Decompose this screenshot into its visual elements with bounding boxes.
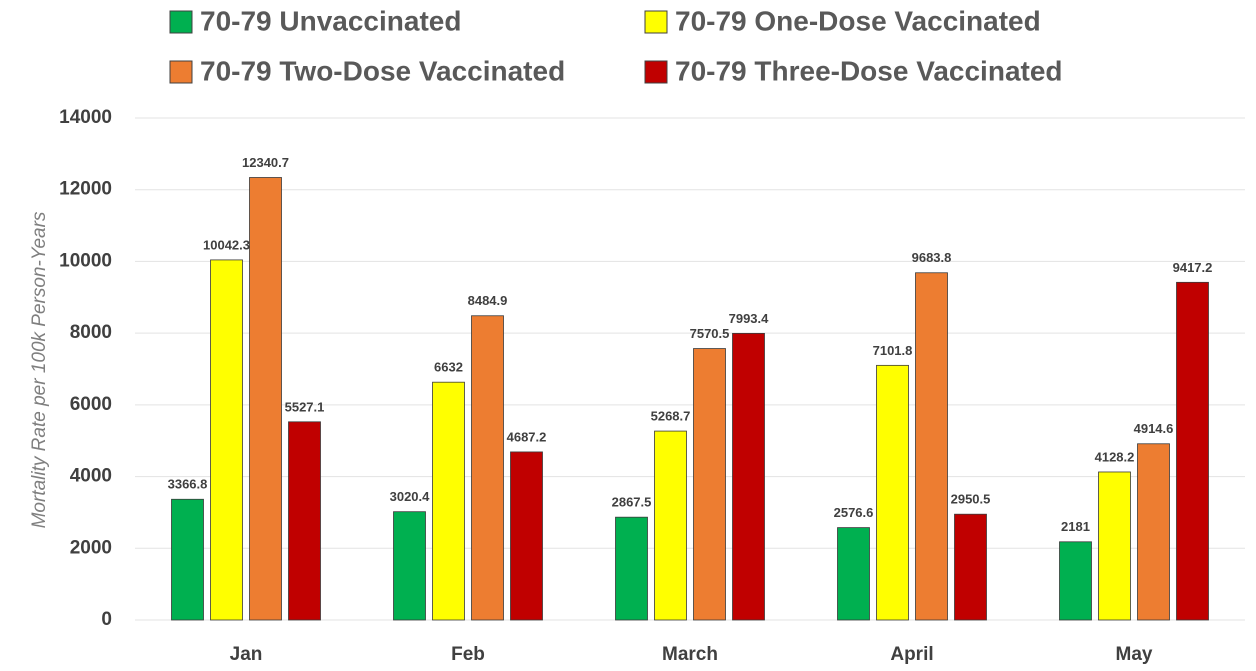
bar — [615, 516, 648, 621]
bar — [510, 451, 543, 621]
data-label: 8484.9 — [468, 293, 508, 308]
bar — [432, 381, 465, 621]
bar — [171, 498, 204, 621]
y-tick-label: 6000 — [70, 394, 112, 415]
data-label: 2576.6 — [834, 505, 874, 520]
data-label: 2950.5 — [951, 492, 991, 507]
y-tick-label: 4000 — [70, 466, 112, 487]
data-label: 2181 — [1061, 519, 1090, 534]
bar — [693, 348, 726, 621]
data-label: 9683.8 — [912, 250, 952, 265]
y-tick-label: 14000 — [59, 107, 112, 128]
data-label: 5527.1 — [285, 399, 325, 414]
data-label: 7570.5 — [690, 326, 730, 341]
bar — [471, 315, 504, 621]
x-tick-label: Feb — [451, 644, 485, 665]
data-label: 9417.2 — [1173, 260, 1213, 275]
bar — [393, 511, 426, 621]
bar — [1059, 541, 1092, 621]
data-label: 7101.8 — [873, 343, 913, 358]
bar — [288, 421, 321, 621]
data-label: 6632 — [434, 360, 463, 375]
x-tick-label: April — [890, 644, 933, 665]
y-tick-label: 0 — [101, 609, 112, 630]
y-axis-label: Mortality Rate per 100k Person-Years — [29, 211, 50, 528]
data-label: 4128.2 — [1095, 449, 1135, 464]
data-label: 4687.2 — [507, 429, 547, 444]
data-label: 5268.7 — [651, 409, 691, 424]
legend-swatch — [169, 60, 193, 84]
data-label: 4914.6 — [1134, 421, 1174, 436]
y-tick-label: 8000 — [70, 322, 112, 343]
legend-label: 70-79 Three-Dose Vaccinated — [675, 55, 1063, 86]
y-tick-label: 12000 — [59, 179, 112, 200]
bar — [876, 364, 909, 621]
legend-label: 70-79 Unvaccinated — [200, 5, 461, 36]
data-label: 10042.3 — [203, 237, 250, 252]
bar — [954, 513, 987, 621]
x-tick-label: March — [662, 644, 718, 665]
legend-swatch — [644, 60, 668, 84]
bar — [837, 527, 870, 621]
data-label: 7993.4 — [729, 311, 770, 326]
x-tick-label: Jan — [230, 644, 263, 665]
legend-swatch — [644, 10, 668, 34]
legend-label: 70-79 Two-Dose Vaccinated — [200, 55, 565, 86]
bar — [249, 177, 282, 621]
bar — [915, 272, 948, 621]
data-label: 3366.8 — [168, 477, 208, 492]
bar — [732, 332, 765, 621]
y-tick-label: 10000 — [59, 250, 112, 271]
legend-swatch — [169, 10, 193, 34]
data-label: 12340.7 — [242, 155, 289, 170]
y-tick-label: 2000 — [70, 537, 112, 558]
data-label: 3020.4 — [390, 489, 431, 504]
legend-label: 70-79 One-Dose Vaccinated — [675, 5, 1041, 36]
bar — [210, 259, 243, 621]
bar — [1176, 281, 1209, 621]
x-tick-label: May — [1116, 644, 1153, 665]
bar — [654, 430, 687, 621]
bar — [1137, 443, 1170, 621]
data-label: 2867.5 — [612, 495, 652, 510]
bar — [1098, 471, 1131, 621]
